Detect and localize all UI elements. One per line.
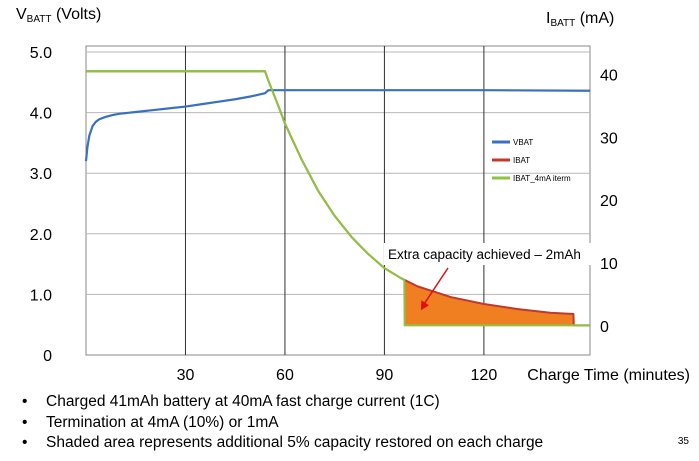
right-axis-title: IBATT (mA) — [546, 10, 615, 29]
annotation-arrowhead — [420, 300, 429, 311]
left-tick-label: 0 — [43, 348, 52, 365]
annotation-arrow — [423, 267, 449, 305]
charge-profile-chart: 5.0 4.0 3.0 2.0 1.0 0 30 60 90 120 40 30 20 10 0 Charge… — [30, 45, 690, 384]
right-tick-label: 10 — [600, 256, 618, 273]
annotation-text: Extra capacity achieved – 2mAh — [388, 247, 581, 262]
x-tick-label: 60 — [276, 367, 294, 384]
x-axis-label: Charge Time (minutes) — [527, 367, 690, 384]
series-line-ibat-4ma-iterm — [86, 70, 590, 327]
right-tick-label: 0 — [600, 319, 609, 336]
legend-entry: IBAT — [513, 156, 530, 165]
right-tick-label: 40 — [600, 67, 618, 84]
note-item: Termination at 4mA (10%) or 1mA — [22, 413, 543, 434]
page-number: 35 — [677, 436, 689, 447]
left-tick-label: 2.0 — [30, 227, 52, 244]
right-tick-label: 30 — [600, 130, 618, 147]
left-axis-title: VBATT (Volts) — [16, 6, 102, 25]
right-tick-label: 20 — [600, 193, 618, 210]
series-line-vbat — [84, 89, 591, 162]
annotation-background — [384, 243, 592, 265]
left-tick-label: 4.0 — [30, 106, 52, 123]
x-tick-label: 30 — [177, 367, 195, 384]
plot-area — [85, 45, 591, 356]
x-tick-label: 120 — [471, 367, 498, 384]
left-tick-label: 5.0 — [30, 45, 52, 62]
extra-capacity-shaded-area — [404, 279, 574, 326]
note-item: Charged 41mAh battery at 40mA fast charg… — [22, 392, 543, 413]
legend-entry: IBAT_4mA iterm — [513, 174, 571, 183]
left-tick-label: 3.0 — [30, 166, 52, 183]
note-item: Shaded area represents additional 5% cap… — [22, 433, 543, 454]
left-tick-label: 1.0 — [30, 287, 52, 304]
legend-entry: VBAT — [513, 138, 533, 147]
notes-list: Charged 41mAh battery at 40mA fast charg… — [22, 392, 543, 454]
x-tick-label: 90 — [376, 367, 394, 384]
